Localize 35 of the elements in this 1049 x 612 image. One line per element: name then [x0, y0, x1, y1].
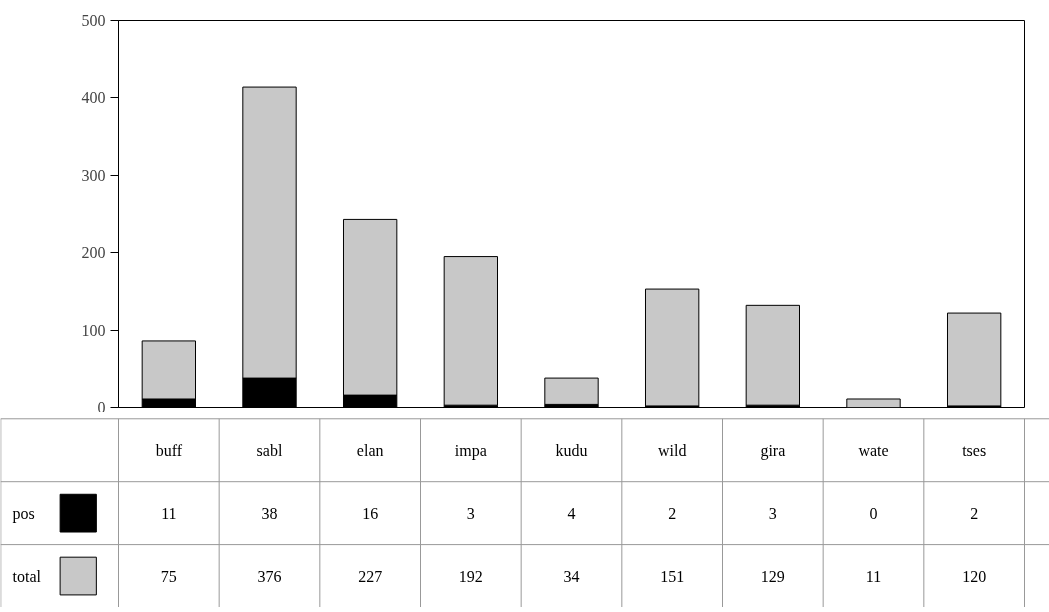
data-label: 3	[466, 504, 475, 522]
data-label: 227	[358, 567, 383, 585]
x-tick-label: wild	[657, 441, 687, 459]
x-tick-label: kudu	[555, 441, 588, 459]
data-label: 151	[660, 567, 685, 585]
x-tick-label: wate	[858, 441, 889, 459]
y-tick-label: 200	[81, 244, 106, 262]
data-label: 3	[768, 504, 777, 522]
data-label: 2	[970, 504, 979, 522]
data-label: 4	[567, 504, 576, 522]
data-label: 2	[668, 504, 677, 522]
x-tick-label: gira	[760, 441, 786, 460]
x-tick-label: elan	[356, 441, 384, 459]
legend-label: pos	[12, 504, 35, 523]
data-label: 192	[458, 567, 483, 585]
data-label: 11	[161, 504, 177, 522]
y-tick-label: 0	[97, 398, 106, 416]
data-label: 38	[261, 504, 278, 522]
data-label: 75	[160, 567, 177, 585]
y-tick-label: 100	[81, 321, 106, 339]
legend-label: total	[12, 567, 42, 585]
x-tick-label: sabl	[256, 441, 283, 459]
data-label: 11	[865, 567, 882, 585]
data-label: 129	[760, 567, 785, 585]
y-tick-label: 500	[81, 12, 106, 29]
data-label: 34	[563, 567, 580, 585]
x-tick-label: impa	[454, 441, 487, 460]
data-label: 0	[869, 504, 878, 522]
data-label: 376	[257, 567, 282, 585]
x-tick-label: buff	[155, 441, 183, 459]
data-label: 16	[362, 504, 379, 522]
data-label: 120	[962, 567, 987, 585]
y-tick-label: 300	[81, 166, 106, 184]
x-tick-label: tses	[962, 441, 987, 459]
y-tick-label: 400	[81, 89, 106, 107]
